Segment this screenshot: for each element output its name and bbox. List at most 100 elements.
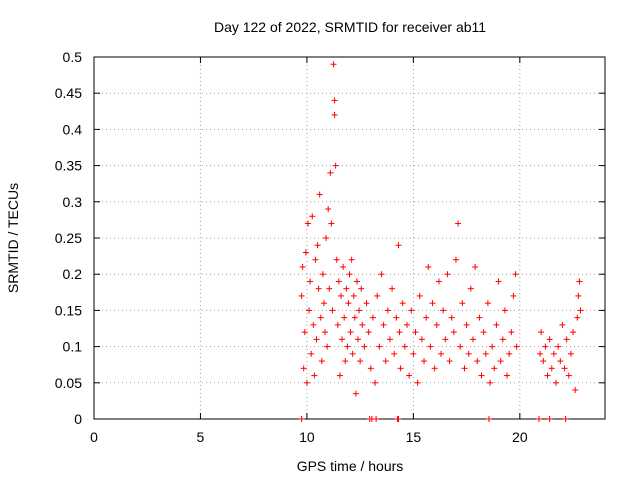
data-point — [459, 300, 466, 307]
data-point — [331, 97, 338, 104]
data-point — [399, 300, 406, 307]
data-point — [508, 329, 515, 336]
grid-lines — [94, 57, 605, 419]
data-point — [386, 336, 393, 343]
data-point — [318, 358, 325, 365]
data-point — [320, 300, 327, 307]
data-point — [380, 321, 387, 328]
data-point — [555, 343, 562, 350]
data-point — [323, 235, 330, 241]
data-point — [485, 416, 492, 422]
data-point — [565, 372, 572, 379]
data-point — [337, 292, 344, 299]
data-point — [352, 390, 359, 397]
data-point — [384, 307, 391, 314]
data-point — [345, 300, 352, 307]
data-point — [495, 278, 502, 285]
data-point — [546, 336, 553, 343]
data-point — [336, 372, 343, 379]
data-point — [326, 285, 333, 292]
data-point — [339, 336, 346, 343]
data-point — [484, 300, 491, 307]
y-tick-label: 0.2 — [63, 266, 83, 282]
data-point — [325, 206, 332, 213]
x-axis-title: GPS time / hours — [297, 458, 404, 474]
data-point — [358, 285, 365, 292]
data-point — [312, 256, 319, 263]
data-point — [467, 285, 474, 292]
data-point — [342, 358, 349, 365]
data-point — [315, 285, 322, 292]
data-point — [438, 350, 445, 357]
data-point — [465, 350, 472, 357]
x-tick-label: 20 — [512, 429, 528, 445]
y-tick-label: 0.1 — [63, 339, 83, 355]
y-axis-title: SRMTID / TECUs — [5, 183, 21, 293]
data-point — [351, 314, 358, 321]
data-point — [444, 271, 451, 278]
data-point — [540, 358, 547, 365]
data-point — [410, 350, 417, 357]
data-point — [347, 329, 354, 336]
data-point — [374, 292, 381, 299]
data-point — [317, 314, 324, 321]
data-point — [478, 372, 485, 379]
data-point — [310, 321, 317, 328]
data-point — [535, 416, 542, 422]
data-point — [575, 292, 582, 299]
data-point — [548, 365, 555, 372]
data-point — [429, 300, 436, 307]
data-point — [570, 329, 577, 336]
y-tick-label: 0 — [74, 411, 82, 427]
data-point — [309, 213, 316, 220]
y-tick-label: 0.15 — [55, 302, 82, 318]
data-point — [489, 343, 496, 350]
data-point — [425, 263, 432, 270]
data-point — [433, 321, 440, 328]
data-point — [448, 314, 455, 321]
data-point — [363, 300, 370, 307]
data-point — [393, 314, 400, 321]
data-point — [550, 350, 557, 357]
data-point — [482, 350, 489, 357]
y-tick-label: 0.45 — [55, 85, 82, 101]
data-point — [369, 314, 376, 321]
data-point — [330, 61, 337, 68]
data-point — [395, 416, 402, 422]
x-tick-label: 5 — [197, 429, 205, 445]
data-point — [504, 372, 511, 379]
data-point — [412, 329, 419, 336]
data-point — [510, 292, 517, 299]
data-point — [372, 379, 379, 386]
data-point — [497, 358, 504, 365]
data-point — [499, 336, 506, 343]
data-point — [561, 365, 568, 372]
data-point — [408, 307, 415, 314]
data-point — [480, 329, 487, 336]
data-point — [563, 336, 570, 343]
data-point — [349, 350, 356, 357]
data-point — [491, 365, 498, 372]
data-point — [353, 278, 360, 285]
data-point — [327, 169, 334, 176]
data-point — [322, 329, 329, 336]
data-point — [378, 271, 385, 278]
axes: 0 5 10 15 20 0 0.05 0.1 0.15 0.2 0.25 0.3 0.35 0.4 0.4… — [55, 49, 605, 445]
data-point — [418, 336, 425, 343]
x-tick-label: 10 — [299, 429, 315, 445]
data-point — [423, 314, 430, 321]
data-point — [395, 242, 402, 249]
data-point — [397, 365, 404, 372]
data-point — [299, 263, 306, 270]
data-point — [313, 336, 320, 343]
data-point — [298, 292, 305, 299]
data-point — [487, 379, 494, 386]
data-point — [431, 365, 438, 372]
data-point — [474, 358, 481, 365]
data-point — [357, 358, 364, 365]
data-point — [403, 321, 410, 328]
data-point — [452, 256, 459, 263]
data-point — [329, 307, 336, 314]
y-tick-label: 0.25 — [55, 230, 82, 246]
